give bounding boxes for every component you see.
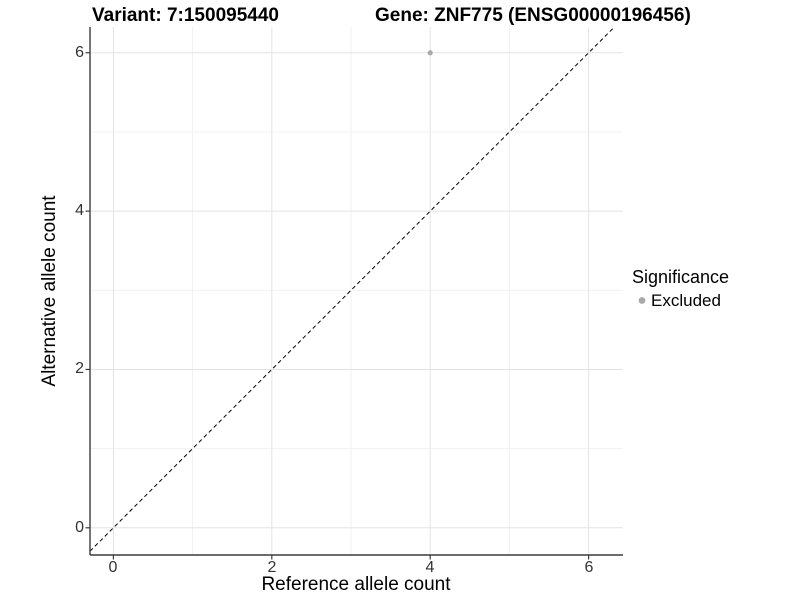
identity-line (89, 26, 615, 552)
y-tick-label-2: 2 (75, 360, 84, 377)
data-point (427, 50, 433, 56)
legend-point-icon (638, 297, 646, 304)
plot-title-gene: Gene: ZNF775 (ENSG00000196456) (375, 5, 691, 26)
x-tick-label-2: 2 (267, 559, 277, 576)
x-tick-label-4: 4 (425, 559, 435, 576)
y-tick-label-0: 0 (75, 519, 84, 536)
x-tick-label-0: 0 (108, 559, 118, 576)
x-axis-title: Reference allele count (261, 574, 451, 595)
legend-title: Significance (632, 267, 730, 287)
y-tick-label-6: 6 (75, 44, 84, 61)
y-axis-title: Alternative allele count (39, 195, 60, 387)
legend-entry-label: Excluded (651, 291, 721, 310)
y-tick-label-4: 4 (75, 202, 84, 219)
plot-title-variant: Variant: 7:150095440 (92, 5, 279, 26)
x-tick-label-6: 6 (584, 559, 594, 576)
